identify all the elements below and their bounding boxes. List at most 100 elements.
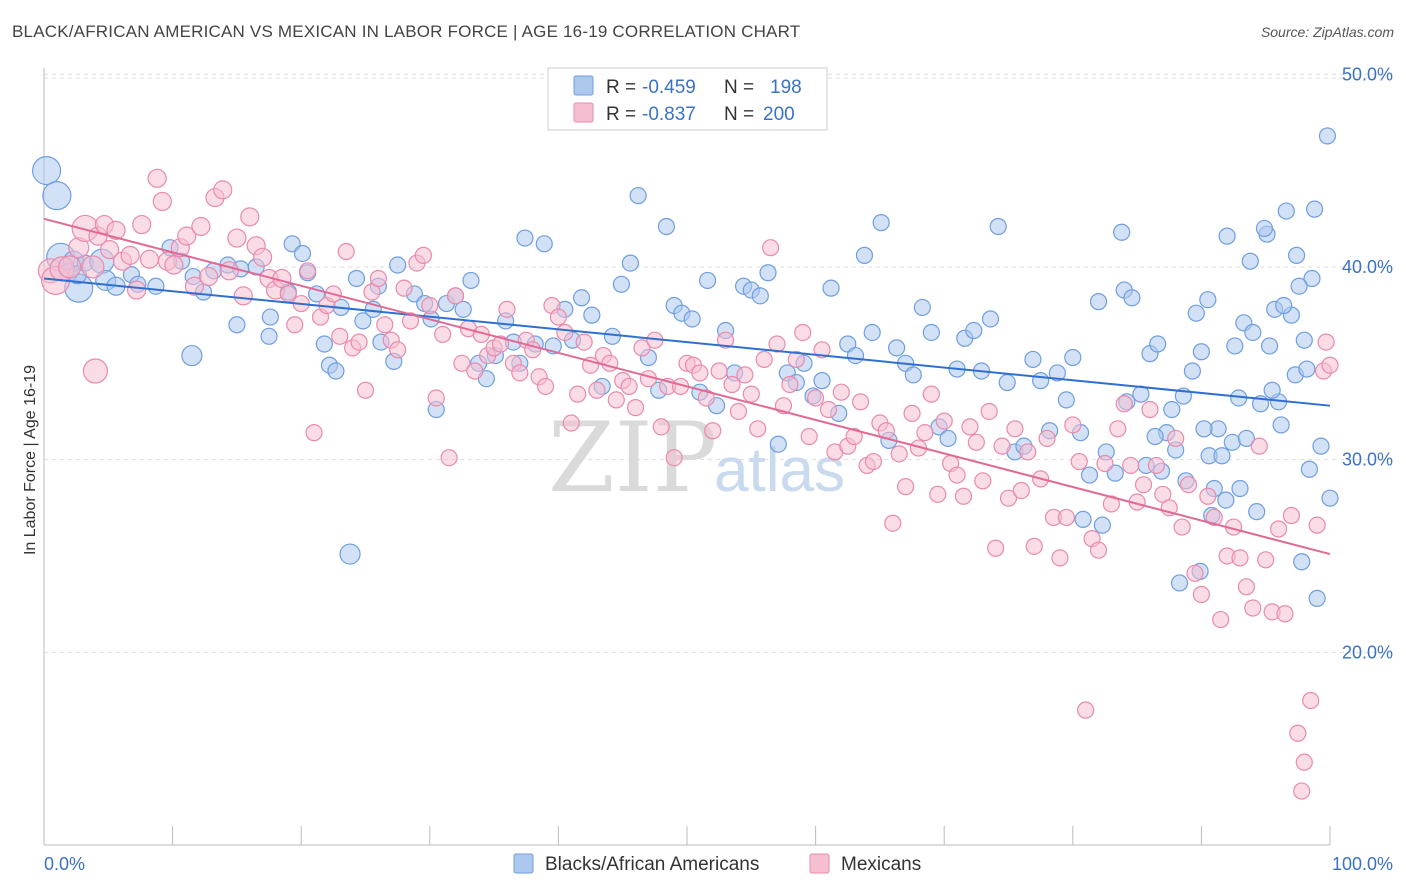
data-point	[1248, 503, 1266, 521]
stats-legend: R = -0.459 N = 198 R = -0.837 N = 200	[547, 67, 828, 131]
data-point	[1290, 277, 1308, 295]
data-point	[1237, 429, 1256, 448]
data-point	[1199, 487, 1217, 505]
data-point	[657, 217, 676, 236]
x-tick-label-min: 0.0%	[44, 854, 85, 874]
data-point	[376, 316, 394, 334]
data-point	[787, 350, 805, 369]
data-point	[535, 235, 553, 253]
data-point	[42, 181, 72, 211]
data-point	[395, 279, 413, 297]
data-point	[626, 399, 645, 417]
data-point	[446, 287, 465, 305]
data-point	[1012, 481, 1030, 500]
data-point	[1057, 391, 1075, 409]
data-point	[1269, 520, 1288, 538]
data-point	[1260, 337, 1279, 355]
data-point	[1289, 724, 1307, 742]
data-point	[1089, 541, 1108, 559]
data-point	[491, 335, 510, 353]
data-point	[723, 375, 741, 394]
data-point	[1255, 219, 1274, 238]
data-point	[620, 377, 638, 396]
data-point	[1115, 395, 1133, 413]
data-point	[191, 216, 211, 237]
data-point	[1089, 293, 1108, 311]
data-point	[1257, 551, 1275, 569]
data-point	[339, 543, 361, 565]
stats-r-value-blacks: -0.459	[642, 77, 696, 98]
data-point	[1244, 323, 1262, 342]
data-point	[749, 420, 767, 438]
data-point	[1147, 456, 1165, 475]
data-point	[1080, 466, 1099, 484]
data-point	[588, 381, 606, 399]
data-point	[716, 331, 735, 349]
data-point	[710, 362, 728, 380]
data-point	[794, 323, 812, 342]
data-point	[139, 249, 160, 269]
data-point	[293, 244, 312, 263]
data-point	[414, 246, 432, 264]
data-point	[440, 449, 458, 467]
data-point	[806, 389, 825, 407]
data-point	[967, 433, 985, 451]
data-point	[813, 372, 831, 390]
data-point	[922, 385, 940, 403]
data-point	[337, 242, 355, 261]
data-point	[781, 375, 799, 394]
data-point	[729, 402, 748, 421]
data-point	[989, 217, 1007, 236]
data-point	[987, 539, 1005, 557]
data-point	[819, 400, 838, 419]
data-point	[1282, 506, 1301, 525]
data-point	[768, 335, 786, 353]
legend-swatch-blacks	[513, 853, 534, 874]
data-point	[1038, 429, 1056, 448]
data-point	[120, 245, 140, 265]
data-point	[1321, 489, 1339, 507]
data-point	[299, 262, 317, 280]
data-point	[981, 310, 1000, 328]
data-point	[601, 354, 619, 372]
data-point	[935, 412, 953, 430]
data-point	[1195, 420, 1213, 438]
data-point	[389, 341, 407, 359]
data-point	[1293, 553, 1311, 571]
y-tick-label: 30.0%	[1342, 450, 1393, 470]
data-point	[31, 156, 62, 186]
data-point	[1187, 304, 1205, 322]
zipatlas-watermark: ZIP atlas	[548, 402, 845, 514]
data-point	[1077, 701, 1095, 719]
data-point	[1167, 429, 1185, 448]
data-point	[939, 429, 957, 448]
trend-line-blacks	[43, 277, 1331, 407]
data-point	[82, 358, 109, 384]
stats-n-label-blacks: N =	[724, 77, 754, 98]
data-point	[884, 514, 902, 532]
data-point	[1024, 350, 1042, 369]
y-tick-label: 20.0%	[1342, 642, 1393, 662]
legend-swatch-mexicans	[809, 853, 830, 874]
data-point	[106, 220, 126, 240]
data-point	[199, 266, 219, 287]
data-point	[356, 381, 375, 399]
data-point	[401, 312, 420, 330]
data-point	[583, 306, 601, 324]
data-point	[903, 404, 921, 422]
data-point	[864, 452, 883, 471]
data-point	[1025, 537, 1043, 555]
data-point	[822, 279, 840, 297]
trend-lines	[43, 217, 1331, 556]
data-point	[961, 418, 979, 436]
data-point	[227, 228, 247, 248]
data-point	[872, 214, 890, 232]
data-point	[629, 187, 647, 205]
data-point	[998, 373, 1016, 392]
data-point	[1277, 202, 1295, 220]
data-point	[315, 335, 333, 353]
data-point	[331, 327, 349, 345]
data-point	[993, 437, 1011, 455]
stats-swatch-mexicans	[573, 102, 594, 123]
data-point	[1113, 223, 1131, 241]
